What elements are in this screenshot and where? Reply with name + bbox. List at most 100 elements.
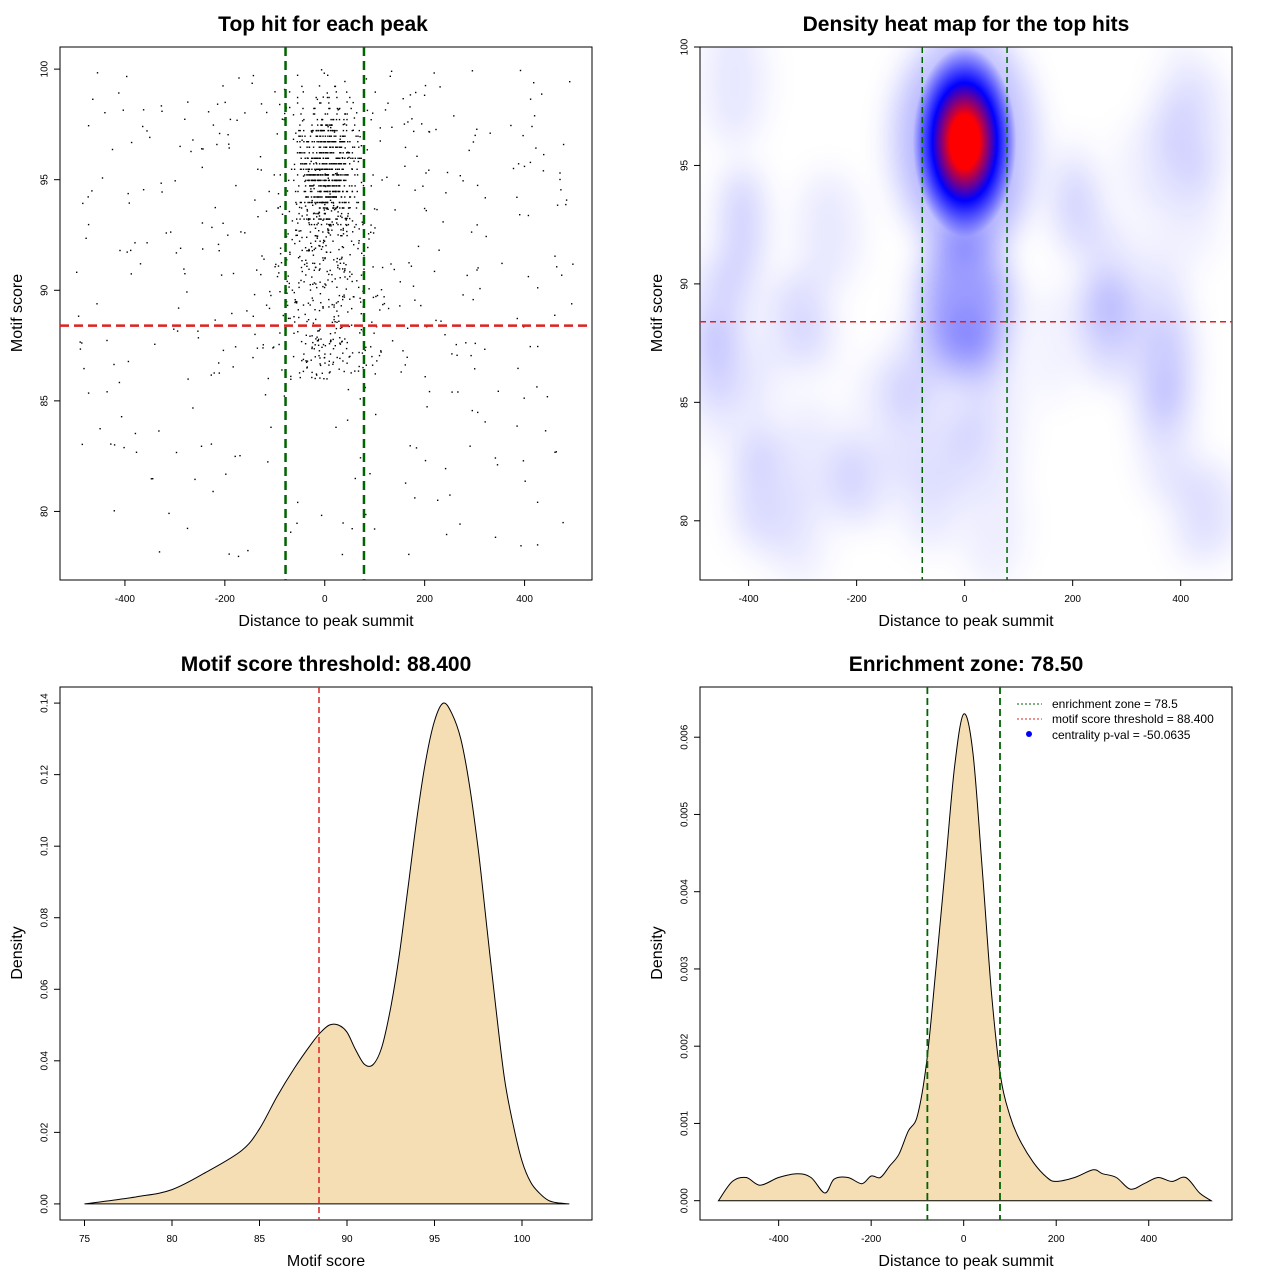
scatter-point [306, 320, 308, 323]
scatter-point [81, 342, 83, 344]
scatter-point [327, 218, 329, 220]
heatmap-background-blob [1053, 138, 1092, 233]
scatter-point [471, 70, 474, 72]
scatter-point [329, 163, 331, 165]
scatter-point [201, 222, 204, 224]
scatter-point [374, 373, 376, 375]
scatter-point [299, 255, 301, 258]
scatter-point [316, 286, 318, 289]
scatter-point [312, 254, 315, 256]
scatter-point [279, 174, 281, 176]
scatter-point [295, 229, 298, 231]
scatter-point [335, 218, 337, 220]
scatter-point [265, 304, 268, 306]
scatter-point [346, 230, 348, 233]
scatter-point [301, 270, 303, 273]
scatter-point [305, 274, 307, 276]
scatter-point [293, 163, 296, 166]
scatter-point [414, 497, 416, 499]
scatter-point [277, 207, 279, 209]
scatter-point [232, 272, 235, 275]
scatter-point [554, 255, 556, 257]
scatter-point [305, 168, 307, 170]
scatter-point [123, 446, 125, 449]
scatter-point [354, 477, 356, 480]
scatter-point [554, 451, 556, 453]
scatter-point [332, 363, 334, 365]
scatter-point [356, 168, 358, 170]
scatter-point [412, 285, 415, 287]
scatter-point [529, 98, 532, 100]
scatter-point [292, 138, 295, 140]
scatter-point [336, 206, 338, 209]
scatter-point [333, 129, 335, 132]
plot-frame [699, 46, 1233, 581]
scatter-point [314, 356, 316, 358]
scatter-point [197, 337, 200, 339]
scatter-point [294, 301, 296, 304]
scatter-point [331, 229, 333, 231]
scatter-point [327, 179, 330, 182]
scatter-point [299, 135, 301, 137]
scatter-point [314, 169, 317, 171]
scatter-point [522, 134, 524, 137]
scatter-point [449, 494, 451, 496]
scatter-point [257, 168, 259, 170]
scatter-point [351, 352, 354, 354]
scatter-point [119, 249, 121, 252]
scatter-point [222, 222, 224, 224]
scatter-point [310, 185, 312, 187]
scatter-point [316, 98, 319, 101]
scatter-point [290, 168, 293, 170]
scatter-point [81, 443, 83, 446]
scatter-point [228, 553, 230, 555]
scatter-point [261, 255, 263, 257]
scatter-point [323, 185, 325, 187]
scatter-point [339, 141, 341, 143]
scatter-point [330, 196, 332, 198]
scatter-point [247, 549, 249, 552]
scatter-point [350, 157, 352, 159]
scatter-point [309, 284, 311, 286]
scatter-point [370, 119, 372, 121]
scatter-point [297, 257, 300, 259]
scatter-point [403, 123, 406, 125]
scatter-point [349, 271, 351, 273]
scatter-point [305, 334, 307, 336]
panel-heatmap: Density heat map for the top hits -400 -2… [649, 13, 1233, 630]
scatter-point [335, 135, 337, 137]
scatter-point [302, 304, 305, 306]
scatter-point [260, 169, 262, 171]
scatter-point [433, 72, 435, 74]
scatter-point [321, 141, 323, 143]
scatter-point [344, 276, 346, 278]
scatter-point [372, 112, 374, 114]
scatter-point [484, 348, 486, 350]
scatter-point [376, 208, 378, 211]
scatter-point [459, 175, 461, 177]
scatter-point [413, 130, 415, 133]
scatter-point [142, 189, 145, 191]
scatter-point [322, 185, 324, 187]
scatter-point [359, 136, 361, 138]
x-tick-label: -400 [115, 594, 135, 605]
scatter-point [315, 174, 317, 176]
scatter-point [435, 319, 437, 322]
scatter-point [292, 355, 295, 358]
scatter-point [325, 244, 327, 247]
scatter-point [279, 103, 281, 106]
scatter-point [342, 360, 344, 362]
scatter-point [474, 342, 476, 345]
scatter-point [320, 102, 322, 104]
scatter-point [572, 263, 574, 265]
scatter-point [342, 233, 345, 235]
scatter-point [301, 139, 303, 141]
scatter-point [462, 294, 464, 296]
scatter-point [346, 234, 348, 237]
scatter-point [301, 359, 303, 362]
scatter-point [524, 480, 526, 482]
scatter-point [316, 223, 318, 226]
y-tick-label: 80 [40, 505, 51, 517]
scatter-point [325, 251, 328, 253]
